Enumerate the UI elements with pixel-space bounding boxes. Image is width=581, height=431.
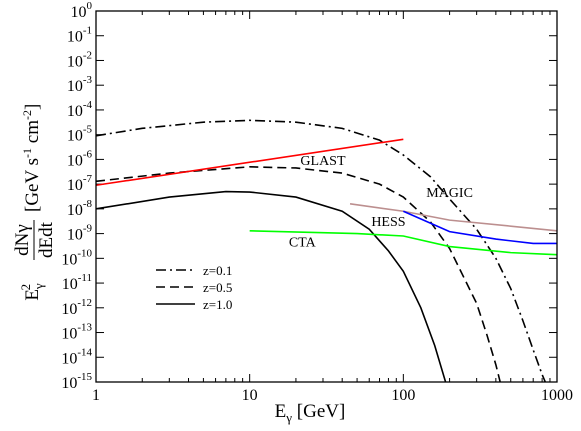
- series-cta: [249, 229, 557, 256]
- y-tick-label: 10-14: [61, 346, 92, 367]
- y-tick-label: 10-7: [67, 173, 93, 194]
- svg-text:dNγ: dNγ: [12, 224, 33, 256]
- y-tick-label: 10-5: [67, 124, 93, 145]
- series-glast: [96, 138, 404, 187]
- legend-label: z=0.5: [203, 280, 232, 295]
- y-tick-label: 10-8: [67, 198, 93, 219]
- series-z-0-1: [96, 119, 547, 382]
- legend-label: z=1.0: [203, 297, 232, 312]
- svg-text:Eγ2: Eγ2: [18, 283, 46, 301]
- series-magic: [349, 203, 557, 232]
- annotation-magic: MAGIC: [426, 186, 473, 201]
- annotation-hess: HESS: [371, 215, 405, 230]
- x-tick-label: 1: [92, 387, 100, 404]
- y-tick-label: 10-6: [67, 148, 93, 169]
- series-hess: [403, 210, 557, 245]
- y-tick-label: 10-2: [67, 49, 92, 70]
- y-tick-label: 10-12: [61, 297, 92, 318]
- svg-text:dEdt: dEdt: [36, 221, 57, 258]
- y-tick-label: 10-9: [67, 223, 93, 244]
- x-tick-label: 1000: [541, 387, 573, 404]
- y-tick-label: 10-4: [67, 99, 93, 120]
- y-tick-label: 10-1: [67, 25, 92, 46]
- y-tick-label: 100: [71, 0, 93, 21]
- annotation-cta: CTA: [289, 236, 317, 251]
- annotation-glast: GLAST: [300, 154, 346, 169]
- y-tick-label: 10-11: [62, 272, 92, 293]
- y-tick-label: 10-3: [67, 74, 93, 95]
- y-tick-label: 10-15: [61, 371, 92, 392]
- tick-layer: 1 10 100 1000 100 10-1 10-2 10-3 10-4 10-5 10-6 10-…: [61, 0, 573, 404]
- x-tick-label: 10: [242, 387, 258, 404]
- annotation-layer: GLAST MAGIC HESS CTA: [289, 154, 473, 251]
- x-axis-label: Eγ [GeV]: [275, 401, 346, 425]
- series-z-1-0: [96, 190, 447, 382]
- svg-text:[GeV s-1 cm-2]: [GeV s-1 cm-2]: [20, 104, 43, 212]
- legend: z=0.1 z=0.5 z=1.0: [156, 263, 232, 312]
- series-layer: [96, 119, 557, 382]
- legend-label: z=0.1: [203, 263, 232, 278]
- y-axis-label: Eγ2 dNγ dEdt [GeV s-1 cm-2]: [12, 104, 57, 301]
- plot-frame: [95, 10, 558, 383]
- x-tick-label: 100: [391, 387, 415, 404]
- y-tick-label: 10-10: [61, 247, 92, 268]
- y-tick-label: 10-13: [61, 322, 92, 343]
- series-z-0-5: [96, 166, 502, 382]
